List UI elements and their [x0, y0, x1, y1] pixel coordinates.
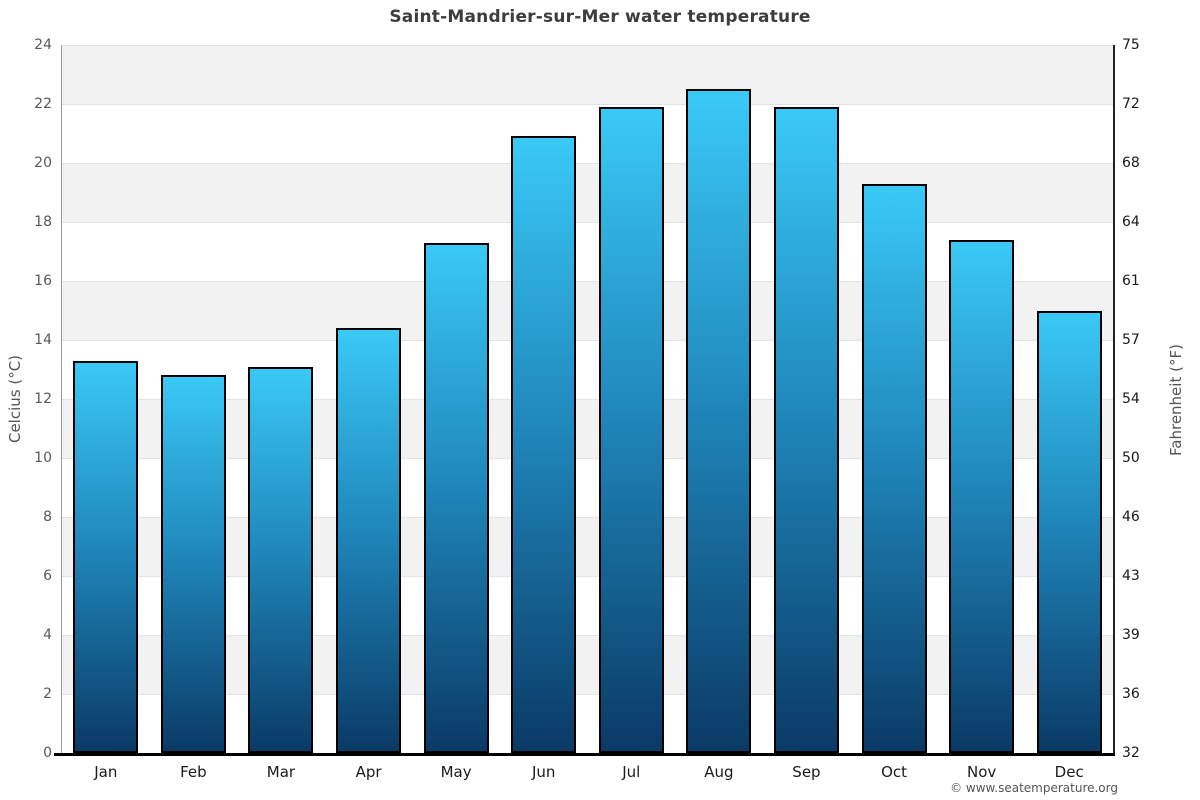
bar-sep	[773, 106, 839, 753]
gridline-18	[62, 222, 1113, 223]
month-label-mar: Mar	[266, 763, 296, 781]
gridline-4	[62, 635, 1113, 636]
plot-band-4-6	[62, 576, 1113, 635]
month-label-apr: Apr	[355, 763, 382, 781]
plot-band-10-12	[62, 399, 1113, 458]
celsius-tick-0: 0	[43, 745, 52, 761]
celsius-tick-22: 22	[34, 96, 52, 112]
plot-band-8-10	[62, 458, 1113, 517]
plot-band-0-2	[62, 694, 1113, 753]
month-label-jan: Jan	[94, 763, 118, 781]
fahrenheit-tick-43: 43	[1122, 568, 1140, 584]
fahrenheit-tick-64: 64	[1122, 214, 1140, 230]
fahrenheit-tick-57: 57	[1122, 332, 1140, 348]
copyright[interactable]: © www.seatemperature.org	[950, 781, 1118, 795]
month-label-feb: Feb	[180, 763, 207, 781]
bar-jun	[511, 136, 577, 753]
fahrenheit-tick-39: 39	[1122, 627, 1140, 643]
month-label-oct: Oct	[881, 763, 907, 781]
month-label-aug: Aug	[704, 763, 734, 781]
bar-dec	[1036, 310, 1102, 753]
right-axis-line	[1113, 45, 1115, 753]
fahrenheit-tick-72: 72	[1122, 96, 1140, 112]
plot-band-20-22	[62, 104, 1113, 163]
bar-jan	[73, 360, 139, 753]
plot-band-22-24	[62, 45, 1113, 104]
bar-may	[423, 242, 489, 753]
month-label-nov: Nov	[966, 763, 997, 781]
plot-area	[62, 45, 1113, 753]
fahrenheit-tick-75: 75	[1122, 37, 1140, 53]
fahrenheit-tick-50: 50	[1122, 450, 1140, 466]
gridline-22	[62, 104, 1113, 105]
month-label-jun: Jun	[531, 763, 556, 781]
fahrenheit-tick-61: 61	[1122, 273, 1140, 289]
fahrenheit-tick-36: 36	[1122, 686, 1140, 702]
month-label-sep: Sep	[792, 763, 821, 781]
plot-band-12-14	[62, 340, 1113, 399]
celsius-tick-10: 10	[34, 450, 52, 466]
fahrenheit-tick-68: 68	[1122, 155, 1140, 171]
celsius-tick-8: 8	[43, 509, 52, 525]
bar-mar	[248, 366, 314, 753]
bar-aug	[686, 89, 752, 753]
bar-nov	[949, 239, 1015, 753]
celsius-tick-12: 12	[34, 391, 52, 407]
fahrenheit-tick-32: 32	[1122, 745, 1140, 761]
chart-title: Saint-Mandrier-sur-Mer water temperature	[389, 7, 811, 27]
fahrenheit-tick-46: 46	[1122, 509, 1140, 525]
gridline-2	[62, 694, 1113, 695]
bar-apr	[336, 328, 402, 753]
month-label-jul: Jul	[622, 763, 641, 781]
fahrenheit-tick-54: 54	[1122, 391, 1140, 407]
plot-band-14-16	[62, 281, 1113, 340]
bar-jul	[598, 106, 664, 753]
gridline-8	[62, 517, 1113, 518]
celsius-tick-20: 20	[34, 155, 52, 171]
month-label-may: May	[440, 763, 472, 781]
left-axis-line	[60, 45, 62, 753]
gridline-6	[62, 576, 1113, 577]
bar-feb	[160, 375, 226, 753]
gridline-16	[62, 281, 1113, 282]
plot-band-18-20	[62, 163, 1113, 222]
celsius-tick-18: 18	[34, 214, 52, 230]
month-label-dec: Dec	[1054, 763, 1084, 781]
gridline-14	[62, 340, 1113, 341]
gridline-10	[62, 458, 1113, 459]
bottom-axis-line	[54, 752, 1115, 756]
bar-oct	[861, 183, 927, 753]
plot-band-6-8	[62, 517, 1113, 576]
celsius-tick-24: 24	[34, 37, 52, 53]
fahrenheit-axis-title: Fahrenheit (°F)	[1167, 344, 1185, 456]
plot-band-16-18	[62, 222, 1113, 281]
gridline-12	[62, 399, 1113, 400]
gridline-20	[62, 163, 1113, 164]
celsius-tick-16: 16	[34, 273, 52, 289]
gridline-24	[62, 45, 1113, 46]
celsius-tick-6: 6	[43, 568, 52, 584]
celsius-tick-14: 14	[34, 332, 52, 348]
plot-band-2-4	[62, 635, 1113, 694]
celsius-tick-2: 2	[43, 686, 52, 702]
celsius-tick-4: 4	[43, 627, 52, 643]
